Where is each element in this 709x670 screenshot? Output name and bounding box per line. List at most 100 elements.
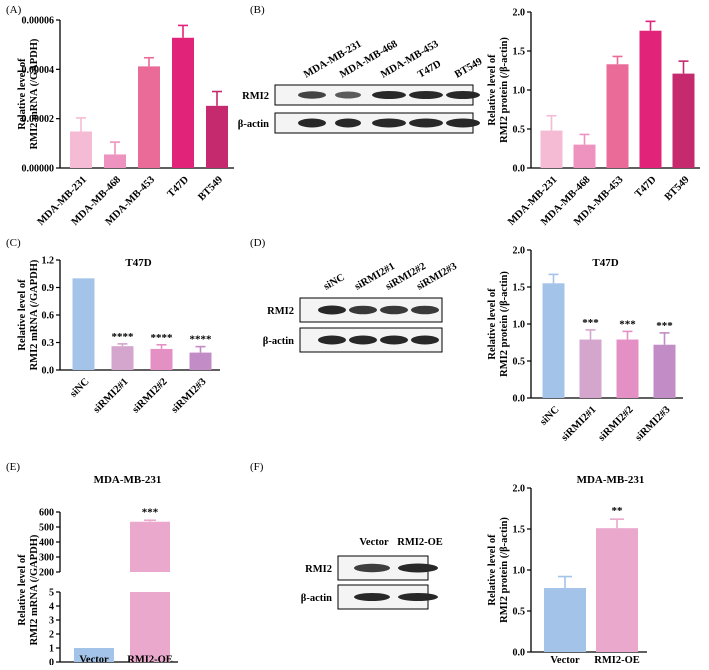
chart-d-title: T47D [592, 257, 618, 269]
chart-d-ytick-label: 0.0 [513, 394, 526, 405]
chart-c-significance: **** [190, 334, 213, 346]
blot-b-band [335, 91, 361, 99]
chart-a-ytick-label: 0.00002 [22, 114, 55, 125]
chart-a-ytick-label: 0.00006 [22, 16, 55, 27]
blot-b-band [372, 118, 406, 128]
chart-d-ytick-label: 1.0 [513, 320, 526, 331]
chart-e-ytick-label: 200 [39, 568, 54, 579]
blot-b-band [298, 91, 326, 99]
chart-c-ytick-label: 0.6 [42, 311, 55, 322]
chart-e-bar [74, 648, 114, 662]
panel-label-f: (F) [250, 461, 264, 473]
chart-f: 0.0 0.5 1.0 1.5 2.0 Vector ** RMI2-OE Relative l… [487, 474, 647, 666]
chart-b-bar [672, 73, 695, 168]
chart-e-ytick-label: 4 [49, 602, 54, 613]
panel-label-e: (E) [6, 461, 20, 473]
blot-d-row-label: β-actin [263, 336, 294, 347]
chart-f-ytick-label: 0.5 [513, 607, 526, 618]
chart-f-ytick-label: 0.0 [513, 648, 526, 659]
blot-f-band [398, 563, 438, 573]
chart-b-ytick-label: 1.0 [513, 86, 526, 97]
panel-label-a: (A) [6, 4, 22, 16]
chart-c-bar [189, 352, 212, 370]
chart-e-title: MDA-MB-231 [94, 474, 162, 486]
chart-d-significance: *** [582, 317, 599, 329]
chart-d-bar [542, 283, 565, 398]
blot-b-band [409, 91, 443, 99]
chart-f-significance: ** [612, 505, 624, 517]
chart-a-bar [138, 66, 160, 168]
chart-f-ytick-label: 1.0 [513, 566, 526, 577]
blot-f-row-label: RMI2 [305, 564, 332, 575]
chart-c-ytick-label: 1.2 [42, 256, 55, 267]
chart-e-significance: *** [142, 506, 159, 518]
chart-f-bar [596, 528, 638, 652]
blot-d-band [411, 305, 439, 315]
chart-f-title: MDA-MB-231 [577, 474, 645, 486]
blot-b-row-label: RMI2 [242, 91, 269, 102]
chart-c-ytick-label: 0.0 [42, 366, 55, 377]
chart-c-ylabel: Relative level ofRMI2 mRNA (/GAPDH) [17, 259, 40, 370]
chart-e-bar-lower [130, 592, 170, 662]
blot-f-lane-label: Vector [359, 537, 389, 548]
chart-c-title: T47D [125, 257, 151, 269]
blot-d-band [349, 305, 377, 315]
chart-d-significance: *** [619, 318, 636, 330]
chart-b-ylabel: Relative level ofRMI2 protein (/β-actin) [487, 37, 510, 143]
chart-c-bar [72, 278, 95, 370]
panel-label-c: (C) [6, 237, 21, 249]
blot-d-band [318, 335, 346, 345]
chart-a-ylabel: Relative level ofRMI2 mRNA (/GAPDH) [17, 38, 40, 149]
blot-d-band [318, 305, 346, 315]
blot-b-band [298, 118, 326, 128]
chart-e-category-label: Vector [79, 655, 109, 666]
western-blots-layer: RMI2β-actinMDA-MB-231MDA-MB-468MDA-MB-45… [238, 39, 484, 610]
chart-e-ytick-label: 600 [39, 508, 54, 519]
chart-a-bar [172, 37, 194, 169]
blot-b-band [335, 118, 361, 128]
chart-a-ytick-label: 0.00000 [22, 164, 55, 175]
blot-f-band [398, 593, 438, 601]
chart-f-ytick-label: 2.0 [513, 484, 526, 495]
chart-e-ytick-label: 3 [49, 616, 54, 627]
chart-e-ytick-label: 400 [39, 538, 54, 549]
chart-e-category-label: RMI2-OE [127, 655, 173, 666]
chart-b-bar [606, 64, 629, 168]
blot-b-band [409, 118, 443, 128]
chart-b-bar [573, 144, 596, 168]
chart-f-ytick-label: 1.5 [513, 525, 526, 536]
blot-f: RMI2 β-actin Vector RMI2-OE [301, 537, 443, 610]
panel-label-b: (B) [250, 4, 265, 16]
chart-d-bar [653, 344, 676, 398]
chart-e-ytick-label: 500 [39, 523, 54, 534]
chart-d-bar [616, 339, 639, 398]
blot-d-band [380, 335, 408, 345]
chart-e-ylabel: Relative level ofRMI2 mRNA (/GAPDH) [17, 534, 40, 645]
chart-a-ytick-label: 0.00004 [22, 65, 55, 76]
chart-d-ytick-label: 1.5 [513, 283, 526, 294]
chart-c-ytick-label: 0.9 [42, 283, 55, 294]
chart-c-bar [150, 348, 173, 370]
chart-e-ytick-label: 1 [49, 644, 54, 655]
chart-f-category-label: RMI2-OE [594, 655, 640, 665]
chart-e-ytick-label: 2 [49, 630, 54, 641]
blot-f-band [354, 563, 390, 573]
chart-a-bar [70, 131, 92, 168]
chart-a-bar [104, 154, 126, 168]
chart-c-significance: **** [112, 331, 135, 343]
chart-f-bar [544, 588, 586, 652]
chart-c-ytick-label: 0.3 [42, 338, 55, 349]
blot-f-lane-label: RMI2-OE [397, 537, 443, 548]
chart-e-ytick-label: 0 [49, 658, 54, 666]
chart-e-ytick-label: 5 [49, 588, 54, 599]
chart-d: 0.00.51.01.52.0*** *** ***siNCsiRMI2#1siRM… [487, 246, 683, 443]
chart-d-significance: *** [656, 320, 673, 332]
blot-b-band [446, 118, 480, 128]
chart-d-ylabel: Relative level ofRMI2 protein (/β-actin) [487, 271, 510, 377]
chart-b-ytick-label: 1.5 [513, 47, 526, 58]
blot-d-band [380, 305, 408, 315]
chart-f-ylabel: Relative level ofRMI2 protein (/β-actin) [487, 517, 510, 623]
chart-f-category-label: Vector [550, 655, 580, 665]
